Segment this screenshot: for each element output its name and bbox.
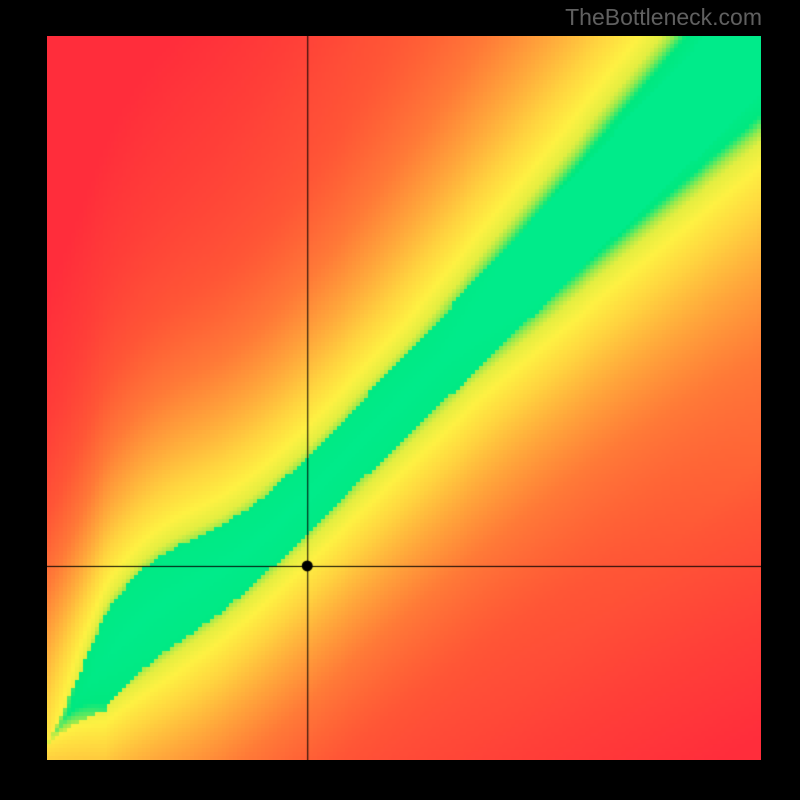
chart-container: TheBottleneck.com bbox=[0, 0, 800, 800]
bottleneck-heatmap bbox=[47, 36, 761, 760]
watermark-text: TheBottleneck.com bbox=[565, 4, 762, 31]
